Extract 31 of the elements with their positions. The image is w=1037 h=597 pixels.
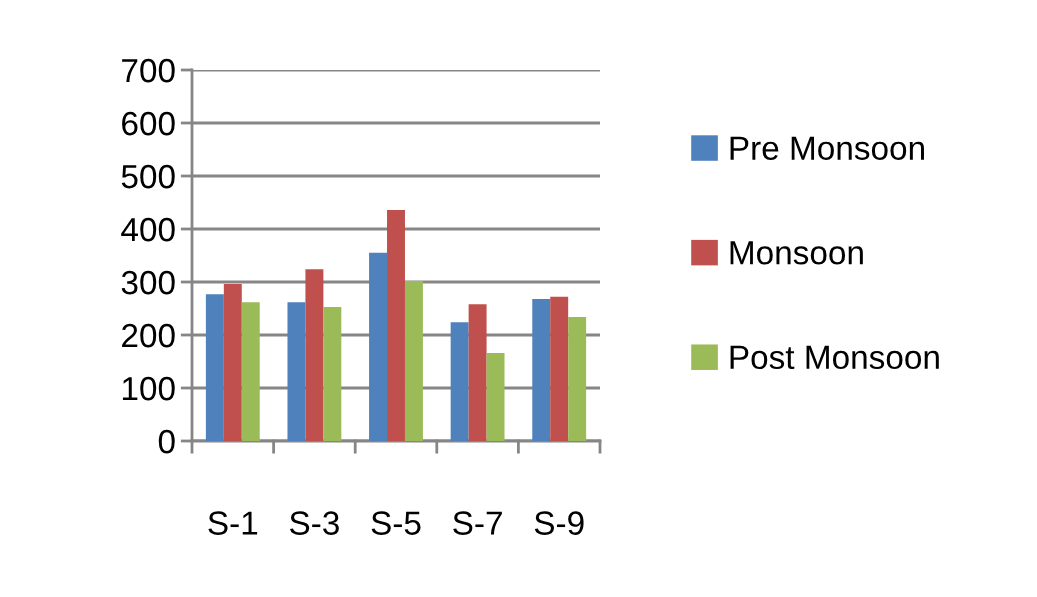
bar [241,302,260,441]
bar [404,280,423,441]
x-tick-label: S-1 [208,511,258,535]
bar [568,316,587,441]
bar [468,304,487,441]
bar [287,302,306,441]
bar [486,353,505,441]
y-tick-label: 400 [121,217,175,242]
y-tick-label: 0 [158,429,175,454]
legend-label: Pre Monsoon [730,136,924,160]
x-tick-label: S-7 [453,511,502,535]
bar [550,296,569,441]
bar [305,269,324,441]
y-tick-label: 100 [122,376,175,401]
bar [369,252,388,441]
y-tick-label: 300 [121,270,175,295]
legend-label: Post Monsoon [730,345,939,370]
y-tick-label: 600 [122,111,175,136]
x-tick-label: S-3 [289,511,339,535]
bar [387,209,405,441]
bar [450,322,469,441]
y-tick-label: 700 [122,58,175,83]
legend-label: Monsoon [730,241,863,265]
x-tick-label: S-9 [534,511,584,535]
bar [205,294,224,441]
bar [323,306,342,441]
bar [532,298,551,441]
x-tick-label: S-5 [371,511,421,535]
y-tick-label: 500 [121,164,175,189]
bar [223,284,242,441]
y-tick-label: 200 [122,323,175,348]
